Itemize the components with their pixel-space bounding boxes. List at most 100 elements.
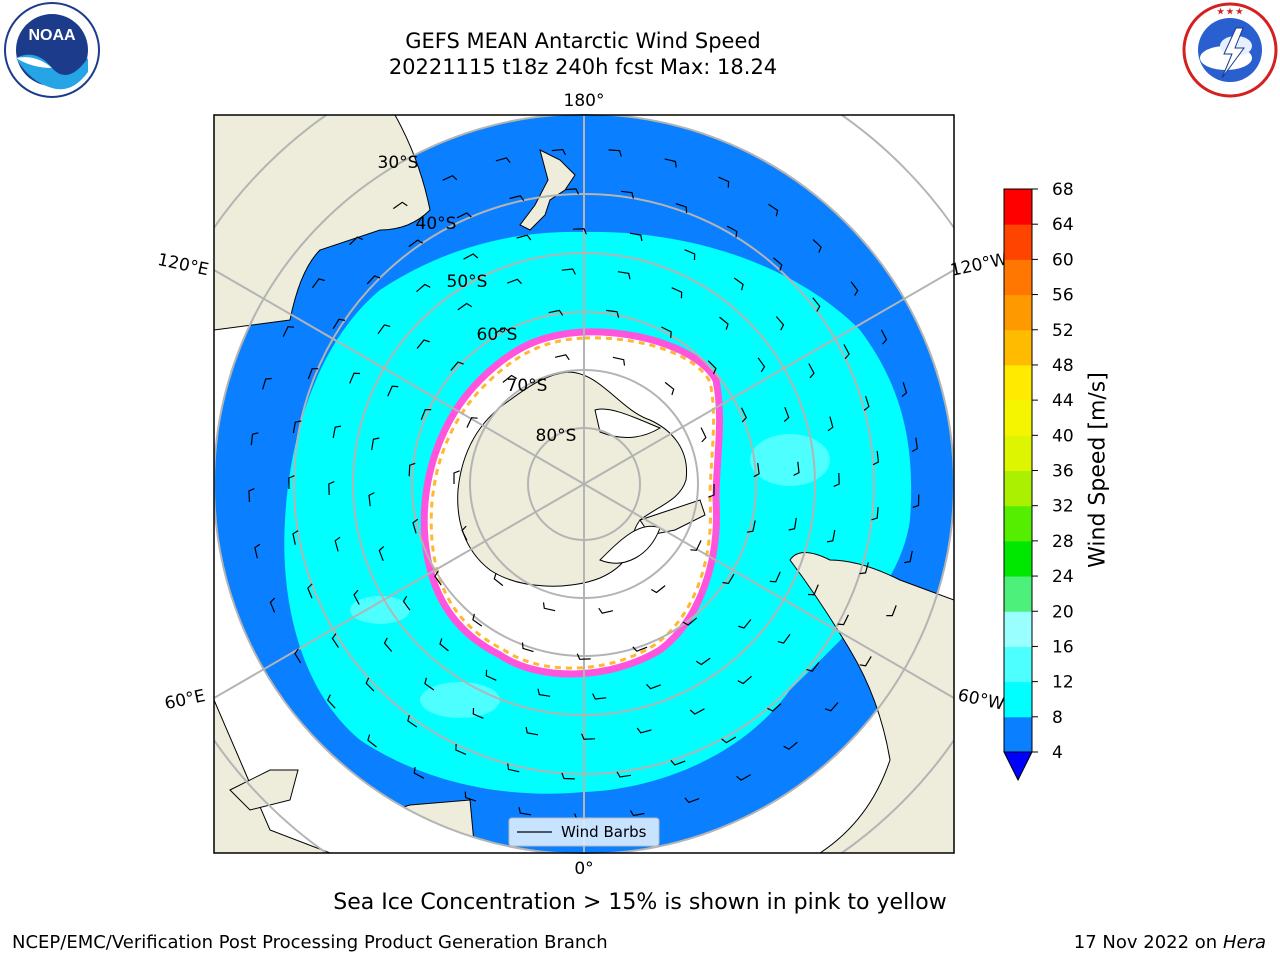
colorbar-tick-label: 52 <box>1052 321 1074 341</box>
wind-barb <box>773 257 783 271</box>
wind-barb <box>767 703 782 712</box>
colorbar-tick-label: 68 <box>1052 180 1074 200</box>
wind-barb <box>332 425 342 439</box>
wind-barb <box>859 656 872 667</box>
date-stamp: 17 Nov 2022 on Hera <box>1074 932 1266 953</box>
wind-barb <box>328 481 335 496</box>
wind-barb <box>564 188 580 195</box>
longitude-labels: 180° 120°E 120°W 60°E 60°W 0° <box>156 91 1010 879</box>
wind-barb <box>664 158 677 168</box>
wind-barb <box>269 597 276 613</box>
map-frame <box>213 114 955 854</box>
lat-label-50s: 50°S <box>447 272 488 292</box>
wind-barb <box>812 297 821 312</box>
wind-barb <box>307 368 319 380</box>
wind-barb <box>651 585 666 594</box>
wind-barb <box>493 572 504 587</box>
wind-barb <box>537 688 551 697</box>
wind-barb <box>420 409 432 421</box>
chart-subtitle: 20221115 t18z 240h fcst Max: 18.24 <box>388 55 778 79</box>
wind-barb <box>507 763 520 773</box>
wind-barb <box>518 807 532 816</box>
wind-barbs <box>248 148 920 820</box>
lon-label-120w: 120°W <box>949 249 1010 281</box>
wind-barb <box>737 675 752 685</box>
wind-barb <box>606 309 620 318</box>
wind-barb <box>689 708 705 715</box>
wind-12-16-patch <box>750 434 830 486</box>
colorbar-tick-label: 24 <box>1052 567 1074 587</box>
colorbar-segment <box>1004 646 1032 683</box>
wind-barb <box>349 372 361 384</box>
wind-barb <box>682 617 698 626</box>
colorbar-tick-label: 8 <box>1052 708 1063 728</box>
wind-barb <box>708 484 715 498</box>
wind-barb <box>901 382 908 397</box>
wind-barb <box>775 316 785 331</box>
wind-barb <box>632 646 648 652</box>
wind-barb <box>366 275 381 285</box>
wind-barb <box>664 381 675 396</box>
wind-barb <box>690 540 702 551</box>
lon-label-120e: 120°E <box>156 250 211 280</box>
wind-barb <box>413 767 425 779</box>
colorbar-segment <box>1004 189 1032 225</box>
lat-label-70s: 70°S <box>507 376 548 396</box>
wind-barb <box>495 157 511 164</box>
colorbar-segment <box>1004 259 1032 296</box>
wind-barb <box>402 595 411 611</box>
wind-barb <box>886 605 897 617</box>
wind-barb <box>506 278 522 285</box>
wind-barb <box>880 329 888 345</box>
wind-barb <box>392 201 408 210</box>
wind-barb <box>843 344 850 360</box>
wind-barb <box>572 228 587 235</box>
wind-barb <box>516 234 532 241</box>
wind-barb <box>262 377 272 390</box>
wind-barb <box>646 683 662 690</box>
wind-barb <box>416 283 431 293</box>
wind-barb <box>721 736 737 744</box>
wind-barb <box>434 570 442 586</box>
wind-barb <box>378 546 385 562</box>
wind-barb <box>812 239 822 253</box>
wind-barb <box>466 417 478 428</box>
colorbar-under-arrow <box>1003 751 1033 782</box>
wind-barb <box>722 573 735 585</box>
colorbar-segment <box>1004 364 1032 401</box>
wind-barb <box>542 602 556 612</box>
wind-barb <box>349 236 364 246</box>
wind-barb <box>707 360 717 375</box>
wind-barb <box>850 281 859 296</box>
wind-barb <box>629 810 645 817</box>
wind-barb <box>733 277 744 291</box>
wind-barb <box>675 203 688 214</box>
wind-barb <box>807 584 819 596</box>
wind-barb <box>788 517 797 531</box>
wind-barb <box>576 653 591 660</box>
wind-12-16-patch <box>420 682 500 718</box>
wind-barb <box>292 530 299 545</box>
wind-barb <box>494 327 510 334</box>
noaa-logo: NOAA <box>4 2 100 98</box>
wind-barb <box>282 326 295 337</box>
wind-barb <box>509 195 525 201</box>
wind-barb <box>311 278 325 289</box>
wind-barb <box>365 677 375 692</box>
date-text: 17 Nov 2022 on <box>1073 932 1218 953</box>
wind-barb <box>250 432 259 446</box>
wind-barb <box>684 797 700 804</box>
wind-barb <box>912 494 920 508</box>
lon-label-180: 180° <box>564 91 605 111</box>
wind-barb <box>502 374 517 383</box>
colorbar-tick-label: 60 <box>1052 250 1074 270</box>
wind-barb <box>561 772 575 780</box>
wind-barb <box>824 702 839 712</box>
wind-barb <box>463 253 479 260</box>
wind-barb <box>551 148 567 156</box>
wind-12-16-patch <box>350 596 410 624</box>
wind-barb <box>833 472 840 487</box>
colorbar-segment <box>1004 470 1032 507</box>
wind-barb <box>826 529 836 543</box>
wind-barb <box>416 339 430 349</box>
